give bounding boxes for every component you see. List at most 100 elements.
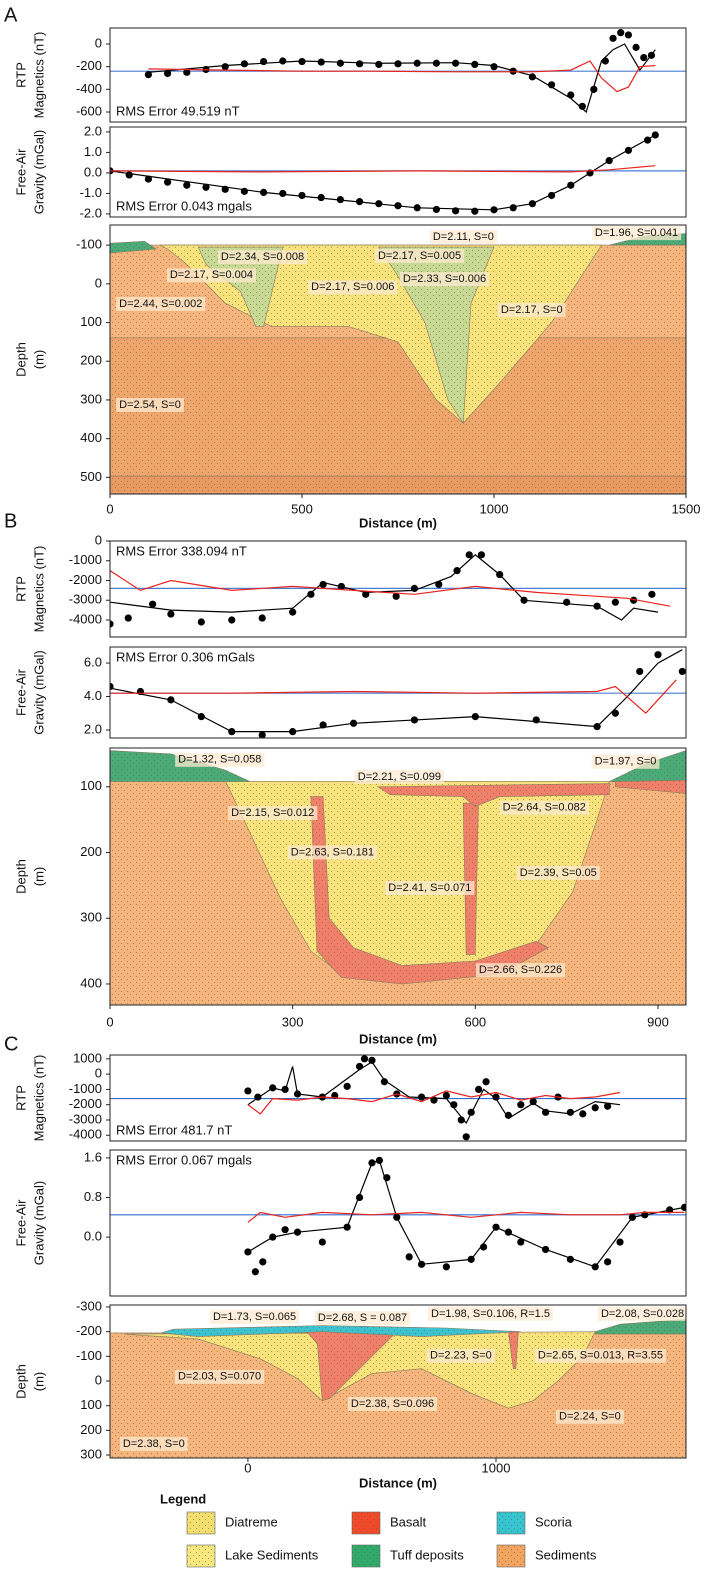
observed-point bbox=[149, 600, 157, 608]
observed-point bbox=[164, 178, 172, 186]
plot-frame bbox=[109, 1054, 687, 1142]
y-tick-label: 500 bbox=[80, 469, 102, 484]
body-label: D=1.73, S=0.065 bbox=[213, 1311, 296, 1323]
legend-label: Sediments bbox=[535, 1547, 597, 1562]
observed-point bbox=[563, 598, 571, 606]
y-tick-label: 0.0 bbox=[84, 164, 102, 179]
body-texture bbox=[508, 1331, 519, 1369]
body-label: D=2.54, S=0 bbox=[119, 399, 181, 411]
observed-point bbox=[624, 31, 633, 39]
observed-point bbox=[517, 1238, 525, 1246]
y-axis-title: Gravity (mGal) bbox=[31, 130, 46, 215]
observed-point bbox=[317, 193, 325, 202]
label-background bbox=[217, 250, 308, 265]
rms-annotation: RMS Error 0.043 mgals bbox=[116, 198, 252, 213]
observed-point bbox=[630, 596, 638, 604]
rms-annotation: RMS Error 49.519 nT bbox=[116, 103, 240, 118]
body-label: D=2.17, S=0 bbox=[501, 304, 563, 316]
plot-area: D=1.73, S=0.065 D=2.68, S = 0.087 D=1.98, … bbox=[110, 1306, 686, 1458]
y-tick-label: 0 bbox=[95, 35, 102, 50]
observed-point bbox=[380, 1078, 388, 1086]
observed-point bbox=[183, 181, 191, 189]
x-tick-label: 1000 bbox=[482, 1460, 511, 1475]
x-tick-label: 300 bbox=[282, 1014, 304, 1029]
y-tick-label: 1000 bbox=[73, 1050, 102, 1065]
y-tick-label: -3000 bbox=[69, 592, 102, 607]
observed-point bbox=[465, 551, 473, 559]
observed-point bbox=[164, 69, 172, 78]
y-axis-title: Gravity (mGal) bbox=[31, 1181, 46, 1266]
plot-area: RMS Error 481.7 nT bbox=[110, 1055, 686, 1141]
observed-point bbox=[432, 205, 440, 214]
body-label: D=2.64, S=0.082 bbox=[503, 802, 586, 814]
body-label: D=2.33, S=0.006 bbox=[403, 273, 486, 285]
y-axis-title: Magnetics (nT) bbox=[31, 1055, 46, 1142]
y-axis-title: Free-Air bbox=[13, 668, 28, 716]
y-tick-label: -4000 bbox=[69, 611, 102, 626]
y-axis-title: Depth bbox=[13, 859, 28, 894]
label-background bbox=[116, 397, 184, 412]
plot-frame bbox=[109, 1149, 687, 1297]
body-label: D=2.65, S=0.013, R=3.55 bbox=[538, 1350, 663, 1362]
observed-point bbox=[648, 590, 656, 598]
y-axis-title: Gravity (mGal) bbox=[31, 650, 46, 735]
body-texture bbox=[110, 476, 686, 494]
body-label: D=2.44, S=0.002 bbox=[119, 298, 202, 310]
legend-label: Tuff deposits bbox=[390, 1547, 464, 1562]
observed-point bbox=[636, 667, 644, 676]
y-tick-label: 0.8 bbox=[84, 1189, 102, 1204]
body-label: D=2.23, S=0 bbox=[430, 1350, 492, 1362]
label-background bbox=[228, 806, 318, 821]
observed-point bbox=[318, 1238, 326, 1246]
plot-frame bbox=[109, 646, 687, 739]
body-texture bbox=[615, 780, 686, 794]
label-background bbox=[534, 1348, 667, 1363]
y-tick-label: -200 bbox=[76, 1323, 102, 1338]
y-tick-label: 300 bbox=[80, 910, 102, 925]
model-line bbox=[110, 679, 677, 715]
y-axis-title: Depth bbox=[13, 342, 28, 377]
observed-point bbox=[368, 1056, 376, 1064]
y-tick-label: 0 bbox=[95, 1372, 102, 1387]
y-tick-label: 0.0 bbox=[84, 1229, 102, 1244]
plot-frame bbox=[109, 126, 687, 218]
y-tick-label: 100 bbox=[80, 1397, 102, 1412]
observed-point bbox=[279, 189, 287, 198]
observed-point bbox=[183, 68, 191, 76]
label-background bbox=[428, 1306, 553, 1321]
y-tick-label: 200 bbox=[80, 353, 102, 368]
observed-point bbox=[604, 1258, 612, 1266]
model-line bbox=[247, 1090, 621, 1115]
observed-point bbox=[477, 551, 486, 559]
observed-point bbox=[260, 57, 268, 66]
observed-point bbox=[616, 1238, 624, 1246]
body-label: D=2.17, S=0.004 bbox=[170, 269, 253, 281]
y-tick-label: 100 bbox=[80, 778, 102, 793]
y-tick-label: 200 bbox=[80, 1422, 102, 1437]
label-background bbox=[385, 881, 475, 896]
y-tick-label: 1.6 bbox=[84, 1149, 102, 1164]
legend-label: Scoria bbox=[535, 1514, 573, 1529]
observed-point bbox=[611, 709, 619, 717]
y-tick-label: 2.0 bbox=[84, 123, 102, 138]
observed-point bbox=[298, 191, 306, 200]
observed-point bbox=[375, 60, 383, 68]
y-tick-label: 400 bbox=[80, 975, 102, 990]
observed-point bbox=[259, 1258, 267, 1266]
x-tick-label: 0 bbox=[106, 1014, 113, 1029]
legend-texture bbox=[352, 1545, 380, 1567]
plot-frame bbox=[109, 224, 687, 495]
label-background bbox=[427, 1348, 495, 1363]
observed-point bbox=[462, 1133, 470, 1141]
label-background bbox=[175, 752, 265, 767]
y-tick-label: -400 bbox=[76, 81, 102, 96]
observed-point bbox=[360, 1055, 369, 1063]
y-axis-title: Free-Air bbox=[13, 1199, 28, 1247]
observed-point bbox=[509, 204, 517, 212]
rms-annotation: RMS Error 0.067 mgals bbox=[116, 1152, 252, 1167]
y-tick-label: 300 bbox=[80, 1446, 102, 1461]
y-tick-label: -3000 bbox=[69, 1111, 102, 1126]
observed-point bbox=[492, 1093, 500, 1101]
rms-annotation: RMS Error 338.094 nT bbox=[116, 543, 247, 558]
